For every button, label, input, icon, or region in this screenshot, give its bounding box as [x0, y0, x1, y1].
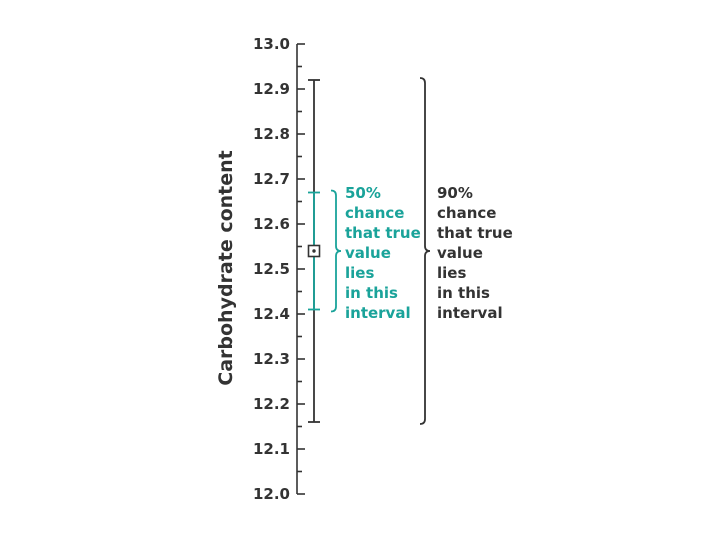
annotation-line: 50%	[345, 184, 381, 202]
brace-50	[330, 189, 342, 313]
annotation-line: interval	[345, 304, 411, 322]
annotation-line: value	[437, 244, 483, 262]
y-tick-label: 12.5	[253, 260, 290, 278]
annotation-line: 90%	[437, 184, 473, 202]
y-axis-label: Carbohydrate content	[215, 150, 237, 386]
annotation-line: in this	[345, 284, 398, 302]
annotation-line: that true	[345, 224, 421, 242]
y-tick-label: 12.4	[253, 305, 290, 323]
annotation-line: that true	[437, 224, 513, 242]
brace-90	[419, 77, 431, 425]
annotation-line: lies	[345, 264, 374, 282]
interval-50-label: 50% chance that true value lies in this interv…	[345, 184, 421, 322]
annotation-line: in this	[437, 284, 490, 302]
point-estimate-group	[307, 244, 321, 258]
annotation-line: interval	[437, 304, 503, 322]
y-axis-ticks	[297, 43, 305, 495]
brace-50-path	[330, 189, 342, 313]
brace-90-path	[419, 77, 431, 425]
point-estimate-dot	[312, 249, 316, 253]
y-axis-tick-labels: 12.0 12.1 12.2 12.3 12.4 12.5 12.6 12.7 12.8 12.9…	[253, 35, 290, 503]
y-tick-label: 12.7	[253, 170, 290, 188]
y-tick-label: 12.8	[253, 125, 290, 143]
y-tick-label: 12.3	[253, 350, 290, 368]
annotation-line: chance	[437, 204, 496, 222]
y-tick-label: 12.6	[253, 215, 290, 233]
y-tick-label: 12.0	[253, 485, 290, 503]
annotation-line: value	[345, 244, 391, 262]
y-tick-label: 12.9	[253, 80, 290, 98]
y-tick-label: 13.0	[253, 35, 290, 53]
interval-90-label: 90% chance that true value lies in this interv…	[437, 184, 513, 322]
annotation-line: chance	[345, 204, 404, 222]
y-tick-label: 12.1	[253, 440, 290, 458]
annotation-line: lies	[437, 264, 466, 282]
y-axis: 12.0 12.1 12.2 12.3 12.4 12.5 12.6 12.7 12.8 12.9…	[253, 35, 305, 503]
y-tick-label: 12.2	[253, 395, 290, 413]
